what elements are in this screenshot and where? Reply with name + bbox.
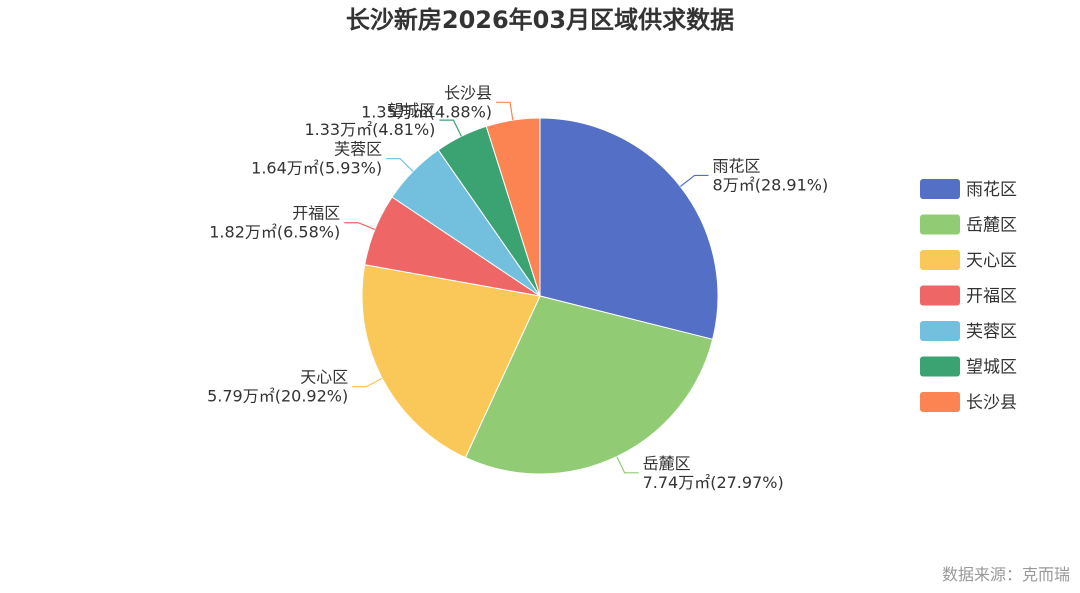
pie-slice-6[interactable]	[485, 117, 541, 297]
legend-label-5[interactable]: 望城区	[966, 358, 1017, 378]
slice-label-value-1: 7.74万㎡(27.97%)	[643, 473, 784, 492]
chart-title: 长沙新房2026年03月区域供求数据	[346, 6, 734, 34]
leader-line-4	[386, 158, 414, 172]
pie-slice-2[interactable]	[361, 264, 541, 459]
slice-label-value-6: 1.35万㎡(4.88%)	[361, 102, 492, 121]
legend-swatch-0[interactable]	[920, 179, 960, 199]
leader-line-0	[679, 174, 709, 187]
slice-label-value-0: 8万㎡(28.91%)	[713, 175, 829, 194]
data-source: 数据来源：克而瑞	[942, 565, 1070, 584]
slice-label-name-6: 长沙县	[444, 83, 492, 102]
legend-label-1[interactable]: 岳麓区	[966, 216, 1017, 236]
leader-line-2	[352, 377, 383, 388]
slice-label-name-5: 望城区	[387, 101, 435, 120]
slice-label-value-4: 1.64万㎡(5.93%)	[251, 159, 382, 178]
leader-line-3	[344, 222, 376, 231]
leader-line-6	[496, 101, 514, 121]
slice-label-name-2: 天心区	[300, 368, 348, 387]
legend-swatch-6[interactable]	[920, 392, 960, 412]
slice-label-value-3: 1.82万㎡(6.58%)	[209, 223, 340, 242]
slice-label-name-4: 芙蓉区	[334, 140, 382, 159]
legend-swatch-5[interactable]	[920, 356, 960, 377]
legend-label-0[interactable]: 雨花区	[966, 180, 1017, 200]
slice-label-value-2: 5.79万㎡(20.92%)	[207, 387, 348, 406]
legend-swatch-4[interactable]	[920, 321, 960, 341]
leader-line-1	[616, 456, 639, 474]
pie-slice-1[interactable]	[464, 295, 714, 475]
legend-label-4[interactable]: 芙蓉区	[966, 322, 1017, 342]
slice-label-name-1: 岳麓区	[643, 454, 691, 473]
legend-swatch-3[interactable]	[920, 285, 960, 306]
slice-label-value-5: 1.33万㎡(4.81%)	[304, 120, 435, 139]
leader-line-5	[439, 119, 462, 137]
pie-slices	[361, 117, 719, 475]
legend-label-2[interactable]: 天心区	[966, 251, 1017, 271]
slice-label-name-3: 开福区	[292, 204, 340, 223]
legend-label-6[interactable]: 长沙县	[966, 393, 1017, 413]
legend-swatch-2[interactable]	[920, 250, 960, 270]
legend-swatch-1[interactable]	[920, 214, 960, 235]
pie-slice-0[interactable]	[539, 117, 719, 340]
legend-label-3[interactable]: 开福区	[966, 287, 1017, 307]
slice-label-name-0: 雨花区	[713, 156, 761, 175]
